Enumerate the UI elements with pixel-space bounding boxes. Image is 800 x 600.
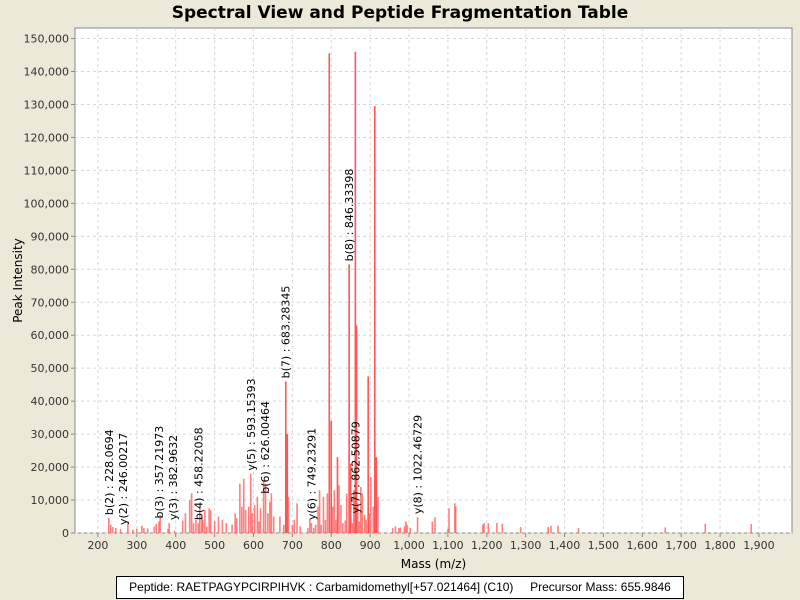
x-tick-label: 1,400 — [549, 539, 581, 552]
x-tick-label: 800 — [321, 539, 342, 552]
y-tick-label: 130,000 — [24, 98, 70, 111]
y-tick-label: 60,000 — [31, 329, 70, 342]
peptide-info-box: Peptide: RAETPAGYPCIRPIHVK : Carbamidome… — [116, 576, 684, 599]
x-tick-label: 1,100 — [432, 539, 464, 552]
peak-annotation: y(2) : 246.00217 — [117, 433, 130, 525]
y-tick-label: 80,000 — [31, 263, 70, 276]
x-tick-label: 400 — [165, 539, 186, 552]
x-tick-label: 1,300 — [510, 539, 542, 552]
y-tick-label: 70,000 — [31, 296, 70, 309]
x-tick-label: 500 — [204, 539, 225, 552]
x-tick-label: 1,800 — [704, 539, 736, 552]
y-tick-label: 150,000 — [24, 33, 70, 46]
peak-annotation: b(8) : 846.33398 — [343, 169, 356, 262]
x-tick-label: 1,500 — [588, 539, 620, 552]
x-tick-label: 1,900 — [743, 539, 775, 552]
y-tick-label: 20,000 — [31, 461, 70, 474]
peak-annotation: b(7) : 683.28345 — [280, 286, 293, 379]
x-tick-label: 700 — [282, 539, 303, 552]
peak-annotation: y(7) : 862.50879 — [349, 421, 362, 513]
y-tick-label: 30,000 — [31, 428, 70, 441]
spectrum-chart[interactable]: 200 300 400 500 600 700 800 900 1,000 1,100 1,200 1… — [0, 0, 800, 575]
y-tick-label: 50,000 — [31, 362, 70, 375]
x-tick-label: 900 — [360, 539, 381, 552]
chart-title: Spectral View and Peptide Fragmentation … — [171, 3, 629, 23]
plot-area — [74, 27, 793, 534]
x-axis-label: Mass (m/z) — [401, 557, 466, 571]
y-tick-label: 140,000 — [24, 66, 70, 79]
y-tick-label: 110,000 — [24, 164, 70, 177]
y-tick-label: 120,000 — [24, 131, 70, 144]
y-tick-label: 0 — [62, 527, 69, 540]
peak-annotation: y(5) : 593.15393 — [245, 378, 258, 470]
x-tick-label: 600 — [243, 539, 264, 552]
x-tick-label: 300 — [126, 539, 147, 552]
y-tick-label: 40,000 — [31, 395, 70, 408]
x-tick-label: 1,000 — [393, 539, 425, 552]
peak-annotation: b(4) : 458.22058 — [192, 427, 205, 520]
x-tick-label: 1,600 — [627, 539, 659, 552]
x-tick-label: 1,700 — [665, 539, 697, 552]
peak-annotation: b(6) : 626.00464 — [259, 401, 272, 494]
peak-annotation: b(2) : 228.0694 — [103, 429, 116, 515]
peak-annotation: y(8) : 1022.46729 — [412, 415, 425, 514]
y-tick-label: 10,000 — [31, 494, 70, 507]
y-tick-label: 90,000 — [31, 230, 70, 243]
x-tick-label: 200 — [87, 539, 108, 552]
footer-area: Peptide: RAETPAGYPCIRPIHVK : Carbamidome… — [0, 576, 800, 599]
y-axis-label: Peak Intensity — [11, 238, 25, 323]
peak-annotation: y(3) : 382.9632 — [167, 435, 180, 520]
peak-annotation: b(3) : 357.21973 — [153, 426, 166, 519]
peak-annotation: y(6) : 749.23291 — [305, 428, 318, 520]
x-tick-label: 1,200 — [471, 539, 503, 552]
y-tick-label: 100,000 — [24, 197, 70, 210]
